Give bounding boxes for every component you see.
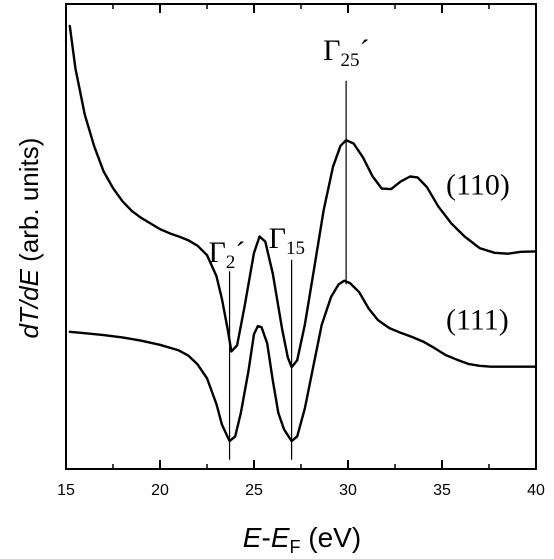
x-tick-label: 35: [433, 482, 451, 499]
gamma-label: Γ15: [269, 222, 305, 259]
series-label-111: (111): [446, 304, 509, 337]
x-tick-label: 15: [57, 482, 75, 499]
plot-area: 15 20 25 30 35 40 Γ2´ Γ15 Γ25´ (110) (111): [57, 3, 545, 499]
x-tick-label: 20: [151, 482, 169, 499]
x-tick-label: 30: [339, 482, 357, 499]
y-axis-title: dT/dE (arb. units): [14, 138, 44, 339]
x-axis-title: E-EF (eV): [243, 522, 361, 557]
series-line-110: [68, 24, 538, 369]
gamma-label: Γ25´: [323, 34, 369, 71]
x-tick-label: 40: [527, 482, 545, 499]
series-label-110: (110): [446, 169, 510, 202]
series-line-111: [68, 279, 538, 443]
x-tick-label: 25: [245, 482, 263, 499]
gamma-label: Γ2´: [209, 236, 246, 273]
